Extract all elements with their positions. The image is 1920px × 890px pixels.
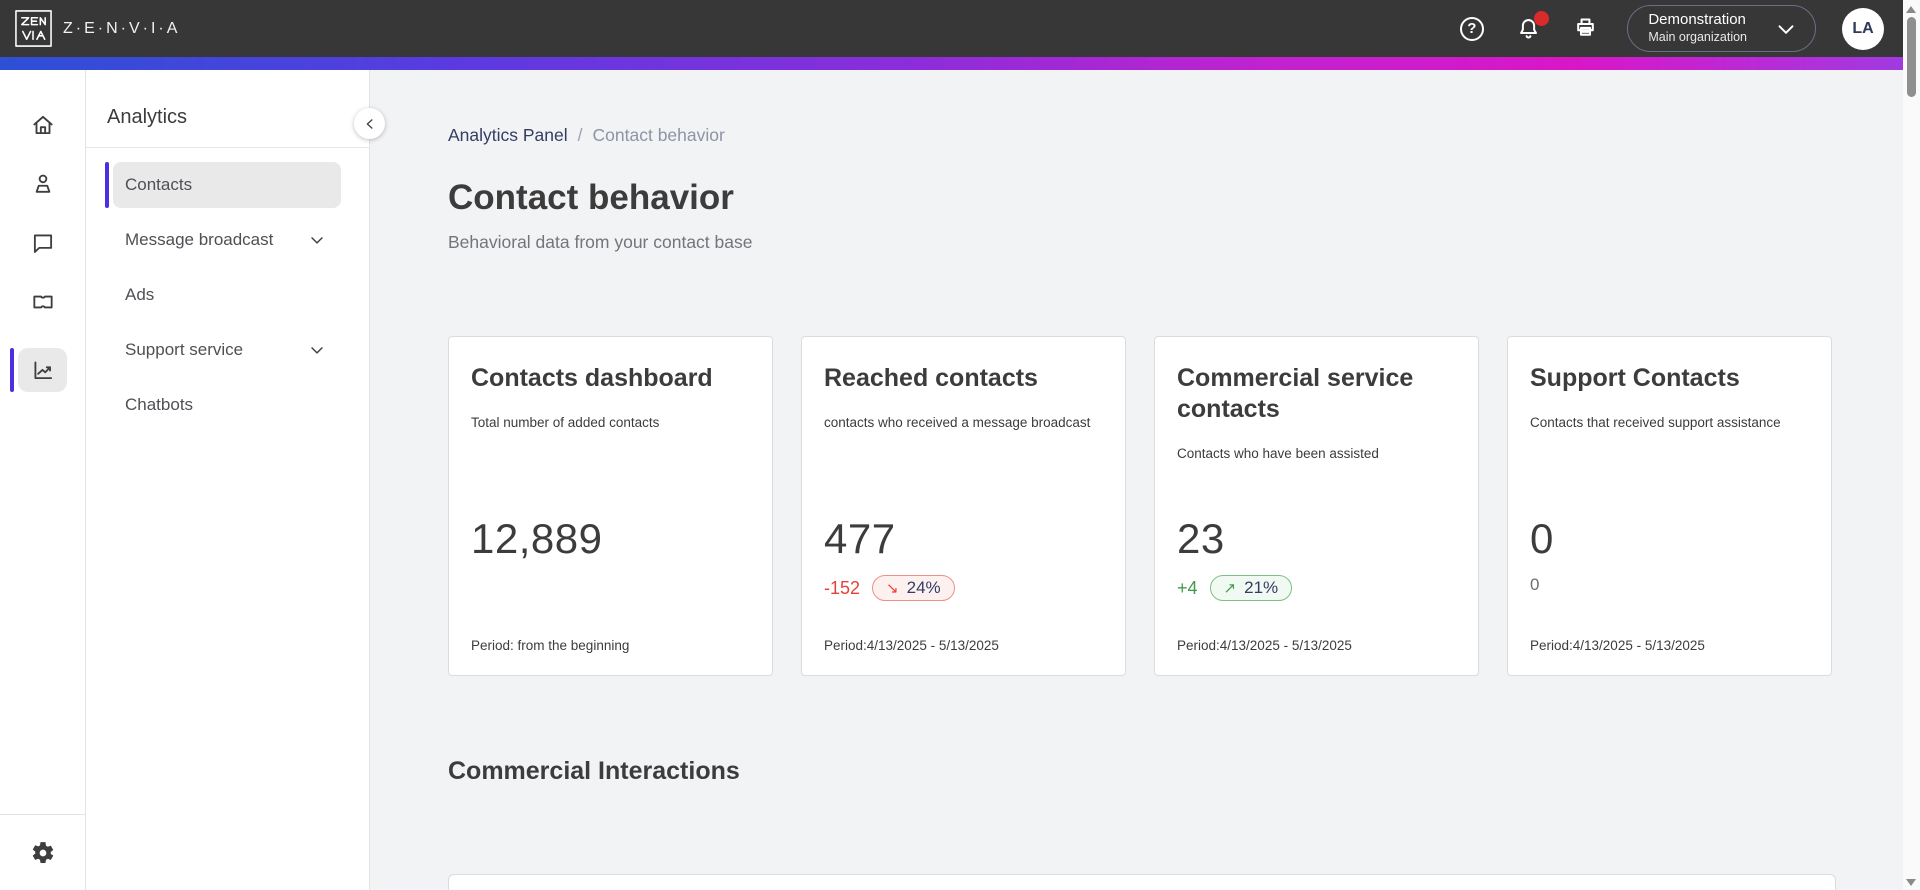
card-delta-row: -152 ↘ 24% [824, 575, 955, 601]
breadcrumb-separator: / [577, 125, 583, 145]
chevron-down-icon [1773, 16, 1799, 42]
notification-badge [1534, 11, 1550, 26]
sidebar-item-support-service[interactable]: Support service [113, 327, 341, 373]
analytics-chart-icon [33, 361, 52, 380]
vertical-scrollbar[interactable] [1903, 0, 1920, 890]
sidebar-item-label: Support service [125, 340, 244, 359]
card-description: Total number of added contacts [471, 415, 660, 430]
topbar: Z·E·N·V·I·A ? Demonstration Main organiz… [0, 0, 1920, 57]
badge-percent: 21% [1244, 578, 1279, 597]
chevron-down-icon [307, 340, 327, 360]
scrollbar-down-arrow[interactable] [1906, 879, 1916, 886]
printer-icon[interactable] [1572, 15, 1599, 42]
delta-value: -152 [824, 577, 861, 598]
card-period: Period:4/13/2025 - 5/13/2025 [1177, 638, 1352, 653]
zenvia-logo-icon [15, 10, 52, 47]
breadcrumb-analytics-panel[interactable]: Analytics Panel [448, 125, 568, 145]
trend-down-icon: ↘ [886, 580, 899, 597]
card-support-contacts: Support Contacts Contacts that received … [1507, 336, 1832, 676]
breadcrumb: Analytics Panel / Contact behavior [448, 122, 1920, 148]
help-icon[interactable]: ? [1458, 15, 1485, 42]
scrollbar-thumb[interactable] [1907, 17, 1916, 97]
commercial-interactions-card [448, 874, 1836, 890]
badge-percent: 24% [906, 578, 941, 597]
card-value: 477 [824, 515, 896, 562]
organization-name: Demonstration [1648, 11, 1746, 29]
card-period: Period:4/13/2025 - 5/13/2025 [824, 638, 999, 653]
card-value: 23 [1177, 515, 1225, 562]
sidebar-item-label: Ads [125, 285, 155, 304]
card-contacts-dashboard: Contacts dashboard Total number of added… [448, 336, 773, 676]
sidebar-item-label: Message broadcast [125, 230, 274, 249]
chevron-down-icon [307, 230, 327, 250]
card-title: Commercial service contacts [1177, 364, 1414, 423]
delta-value: +4 [1177, 577, 1198, 598]
delta-value: 0 [1530, 575, 1540, 594]
card-delta-row: 0 [1530, 575, 1539, 595]
sidebar-menu: Contacts Message broadcast Ads Support s… [86, 148, 369, 428]
organization-subtitle: Main organization [1648, 30, 1747, 45]
card-description: contacts who received a message broadcas… [824, 415, 1091, 430]
card-value: 12,889 [471, 515, 603, 562]
contacts-icon[interactable] [30, 171, 56, 197]
sidebar-item-contacts[interactable]: Contacts [105, 162, 341, 208]
notifications-bell-icon[interactable] [1515, 11, 1550, 42]
sidebar-item-ads[interactable]: Ads [113, 272, 341, 318]
card-description: Contacts that received support assistanc… [1530, 415, 1781, 430]
ticket-icon[interactable] [30, 289, 56, 315]
sidebar-item-chatbots[interactable]: Chatbots [113, 382, 341, 428]
icon-rail [0, 70, 86, 890]
card-reached-contacts: Reached contacts contacts who received a… [801, 336, 1126, 676]
settings-gear-icon[interactable] [30, 840, 56, 866]
trend-badge: ↗ 21% [1209, 575, 1293, 601]
rail-bottom [0, 814, 85, 890]
avatar[interactable]: LA [1842, 7, 1884, 50]
scrollbar-up-arrow[interactable] [1906, 6, 1916, 13]
brand-wordmark: Z·E·N·V·I·A [63, 19, 181, 37]
card-description: Contacts who have been assisted [1177, 446, 1379, 461]
card-title: Contacts dashboard [471, 364, 713, 392]
breadcrumb-current: Contact behavior [592, 125, 725, 145]
page-subtitle: Behavioral data from your contact base [448, 232, 753, 252]
organization-texts: Demonstration Main organization [1648, 11, 1747, 45]
page-title: Contact behavior [448, 178, 734, 217]
sidebar-header: Analytics [86, 70, 369, 148]
trend-badge: ↘ 24% [872, 575, 955, 601]
brand-gradient-bar [0, 57, 1920, 70]
sidebar-item-message-broadcast[interactable]: Message broadcast [113, 217, 341, 263]
sidebar-collapse-button[interactable] [354, 108, 385, 139]
selected-indicator-bar [105, 162, 109, 208]
sidebar-item-label: Contacts [125, 175, 193, 194]
card-period: Period: from the beginning [471, 638, 630, 653]
sidebar-item-label: Chatbots [125, 395, 194, 414]
section-title-commercial-interactions: Commercial Interactions [448, 757, 740, 785]
chat-icon[interactable] [30, 230, 56, 256]
card-value: 0 [1530, 515, 1554, 562]
card-delta-row: +4 ↗ 21% [1177, 575, 1293, 601]
trend-up-icon: ↗ [1223, 580, 1237, 597]
active-indicator-bar [10, 348, 14, 392]
analytics-sidebar: Analytics Contacts Message broadcast Ads… [86, 70, 385, 890]
card-commercial-service-contacts: Commercial service contacts Contacts who… [1154, 336, 1479, 676]
home-icon[interactable] [30, 112, 56, 138]
organization-switcher[interactable]: Demonstration Main organization [1627, 5, 1816, 52]
card-title: Support Contacts [1530, 364, 1740, 392]
kpi-cards-row: Contacts dashboard Total number of added… [448, 336, 1920, 676]
card-title: Reached contacts [824, 364, 1038, 392]
card-period: Period:4/13/2025 - 5/13/2025 [1530, 638, 1705, 653]
rail-item-analytics[interactable] [10, 348, 67, 392]
main-content: Analytics Panel / Contact behavior Conta… [370, 70, 1920, 890]
sidebar-title: Analytics [107, 106, 188, 128]
